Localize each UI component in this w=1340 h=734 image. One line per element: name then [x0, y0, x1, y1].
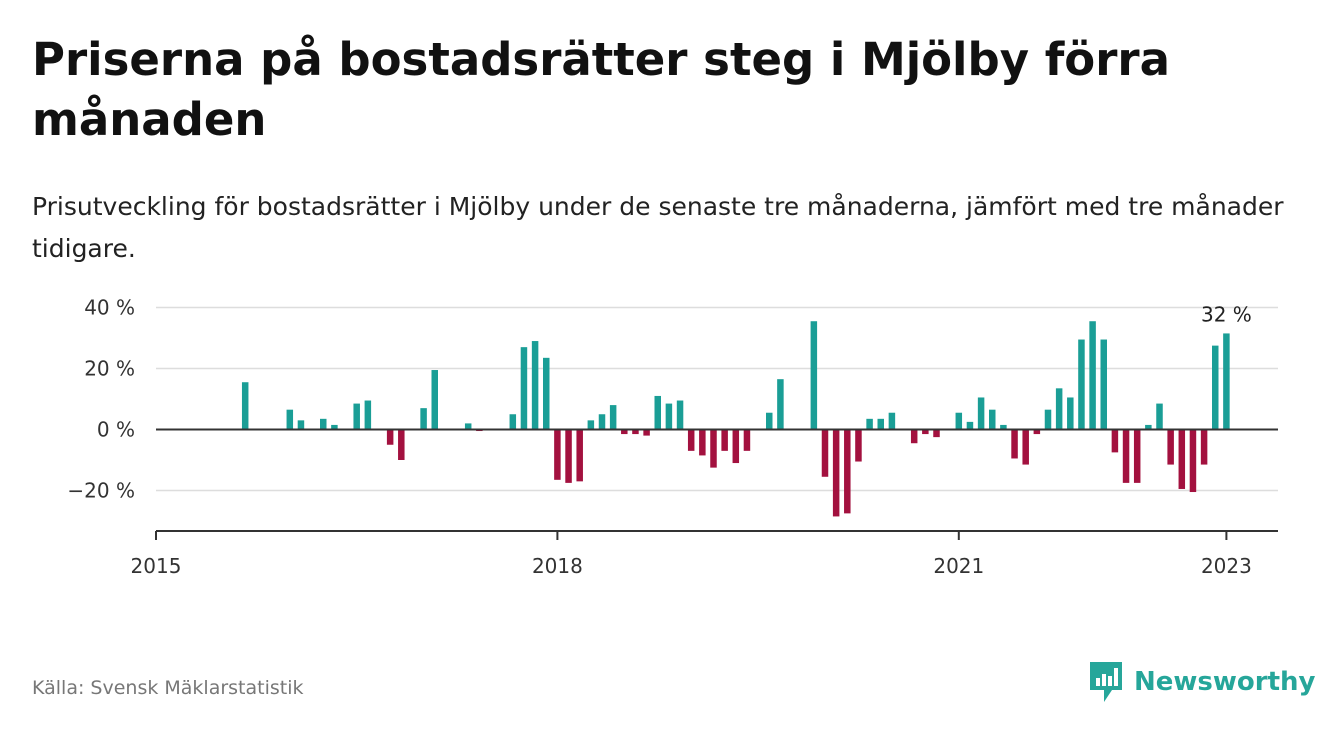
- y-tick-label: 20 %: [84, 357, 135, 381]
- x-tick-label: 2023: [1201, 554, 1252, 578]
- bar-2022-11: [1200, 429, 1208, 465]
- bar-2020-11: [933, 429, 940, 438]
- bar-2016-07: [353, 403, 360, 430]
- bar-2016-02: [297, 420, 305, 430]
- bar-chart: 40 % 20 % 0 % −20 % 2015 2018 2021 2023 32 %: [67, 296, 1278, 579]
- bar-2016-08: [364, 400, 372, 430]
- bar-2019-09: [777, 379, 784, 430]
- bar-2018-03: [576, 429, 583, 482]
- bar-2016-11: [398, 429, 405, 460]
- x-tick-label: 2015: [131, 554, 182, 578]
- bar-2019-05: [732, 429, 740, 464]
- bar-2021-12: [1078, 339, 1085, 430]
- bar-2018-11: [665, 403, 673, 430]
- bar-2021-05: [1000, 424, 1007, 430]
- bar-2022-03: [1111, 429, 1119, 453]
- bar-2022-12: [1212, 345, 1219, 430]
- x-tick-label: 2021: [933, 554, 984, 578]
- chart-subtitle: Prisutveckling för bostadsrätter i Mjölb…: [32, 192, 1284, 263]
- bar-2017-01: [420, 408, 427, 430]
- bar-2019-02: [699, 429, 706, 456]
- bar-2022-01: [1089, 321, 1096, 430]
- bar-2020-03: [844, 429, 851, 514]
- y-tick-label: −20 %: [67, 479, 135, 503]
- bar-2019-12: [810, 321, 818, 430]
- bar-2021-07: [1022, 429, 1029, 465]
- bar-2018-12: [676, 400, 684, 430]
- bar-2016-01: [286, 409, 294, 430]
- bar-2020-10: [922, 429, 929, 435]
- bar-2021-08: [1033, 429, 1041, 435]
- bar-2023-01: [1223, 333, 1230, 430]
- bar-2020-01: [821, 429, 829, 477]
- newsworthy-logo: Newsworthy: [1088, 660, 1315, 704]
- bar-2022-09: [1178, 429, 1186, 489]
- bar-2017-09: [509, 414, 517, 430]
- grid-lines: [156, 306, 1278, 492]
- bar-2018-02: [565, 429, 572, 483]
- bars: [241, 321, 1230, 517]
- bar-2020-05: [866, 418, 873, 430]
- bar-2022-04: [1122, 429, 1130, 483]
- bar-2018-01: [554, 429, 561, 480]
- bar-2017-05: [464, 423, 472, 430]
- bar-2021-02: [966, 421, 974, 430]
- newsworthy-logo-icon: [1090, 662, 1122, 702]
- bar-2017-12: [543, 357, 550, 430]
- bar-2021-10: [1055, 388, 1063, 430]
- bar-2021-01: [955, 412, 963, 430]
- bar-2021-06: [1011, 429, 1018, 459]
- bar-2022-08: [1167, 429, 1174, 465]
- bar-2020-06: [877, 418, 884, 430]
- source-note: Källa: Svensk Mäklarstatistik: [32, 677, 304, 699]
- bar-2018-09: [643, 429, 650, 436]
- bar-2021-03: [977, 397, 985, 430]
- bar-2022-02: [1100, 339, 1107, 430]
- bar-2020-04: [855, 429, 862, 462]
- bar-2018-10: [654, 395, 661, 430]
- bar-2019-03: [710, 429, 717, 468]
- bar-2016-04: [320, 418, 327, 430]
- bar-2017-10: [520, 347, 528, 430]
- bar-2018-05: [598, 414, 606, 430]
- labels: 40 % 20 % 0 % −20 % 2015 2018 2021 2023 32 %: [67, 296, 1251, 579]
- bar-2020-02: [832, 429, 840, 517]
- bar-2018-06: [609, 405, 617, 430]
- bar-2017-02: [431, 370, 438, 430]
- bar-2022-10: [1189, 429, 1197, 493]
- bar-2021-04: [989, 409, 996, 430]
- bar-2022-05: [1133, 429, 1141, 483]
- bar-2019-06: [743, 429, 751, 451]
- bar-2022-06: [1145, 424, 1152, 430]
- bar-2017-11: [531, 341, 539, 430]
- bar-2020-09: [910, 429, 918, 444]
- axes: [155, 428, 1278, 540]
- chart-title: Priserna på bostadsrätter steg i Mjölby …: [32, 33, 1170, 146]
- bar-2019-08: [766, 412, 773, 430]
- bar-2021-09: [1044, 409, 1052, 430]
- bar-2022-07: [1156, 403, 1163, 430]
- y-tick-label: 40 %: [84, 296, 135, 320]
- bar-2018-07: [621, 429, 628, 435]
- bar-2018-08: [632, 429, 639, 435]
- latest-value-label: 32 %: [1201, 302, 1252, 326]
- brand-name: Newsworthy: [1134, 667, 1316, 697]
- bar-2018-04: [587, 420, 595, 430]
- bar-2021-11: [1067, 397, 1074, 430]
- bar-2016-10: [386, 429, 394, 445]
- y-tick-label: 0 %: [97, 418, 135, 442]
- bar-2016-05: [331, 424, 338, 430]
- bar-2015-09: [241, 382, 249, 430]
- bar-2020-07: [888, 412, 896, 430]
- x-tick-label: 2018: [532, 554, 583, 578]
- bar-2019-04: [721, 429, 728, 451]
- bar-2019-01: [687, 429, 695, 451]
